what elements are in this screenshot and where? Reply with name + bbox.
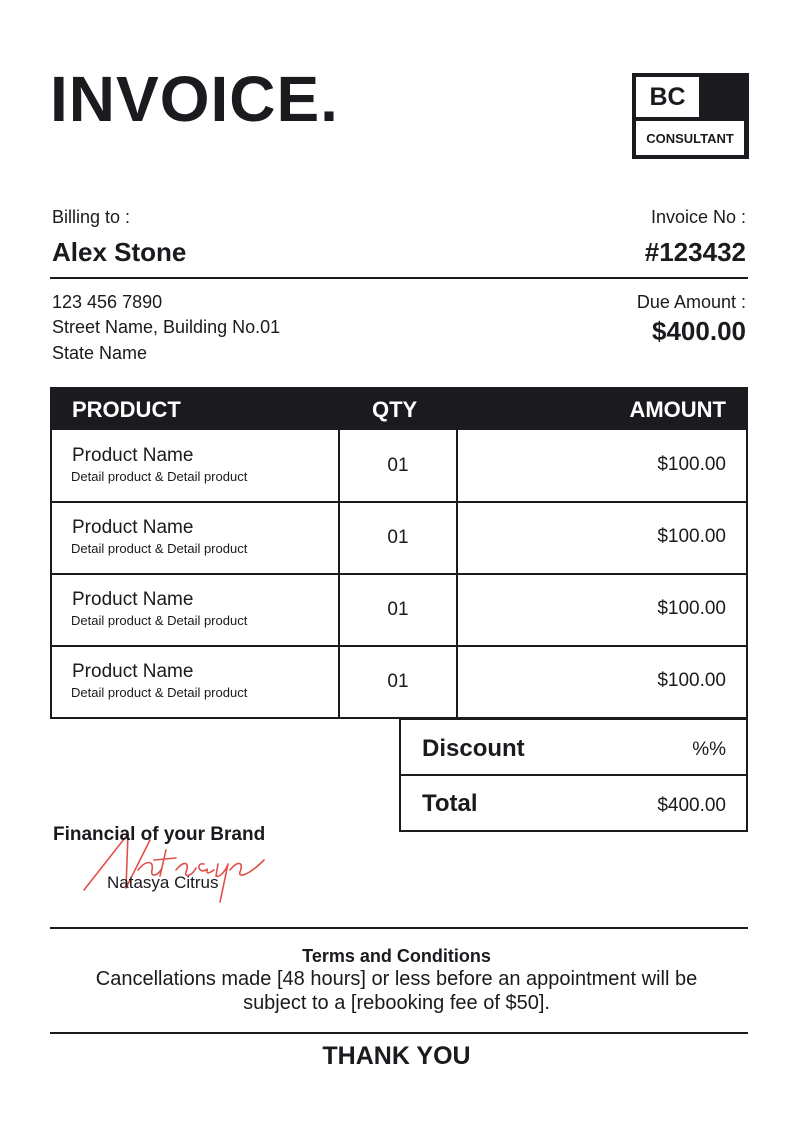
page-title: INVOICE. bbox=[50, 63, 339, 135]
billing-name: Alex Stone bbox=[52, 237, 187, 267]
discount-value: %% bbox=[692, 739, 726, 760]
signature-tagline: Financial of your Brand bbox=[53, 824, 266, 845]
product-detail: Detail product & Detail product bbox=[71, 469, 248, 484]
product-name: Product Name bbox=[72, 445, 194, 466]
amount-cell: $100.00 bbox=[657, 526, 726, 547]
logo-initials: BC bbox=[636, 77, 702, 117]
divider bbox=[50, 1032, 748, 1034]
amount-cell: $100.00 bbox=[657, 598, 726, 619]
qty-cell: 01 bbox=[340, 430, 458, 501]
table-header: PRODUCT QTY AMOUNT bbox=[50, 387, 748, 430]
amount-cell: $100.00 bbox=[657, 670, 726, 691]
header-amount: AMOUNT bbox=[629, 397, 726, 422]
header-qty: QTY bbox=[372, 397, 418, 422]
signature-drawing bbox=[83, 833, 265, 903]
brand-logo: BC CONSULTANT bbox=[632, 73, 749, 159]
logo-subtitle: CONSULTANT bbox=[636, 121, 744, 155]
total-row: Total $400.00 bbox=[399, 774, 748, 832]
product-cell: Product Name Detail product & Detail prod… bbox=[52, 430, 340, 501]
divider bbox=[50, 277, 748, 279]
header-product: PRODUCT bbox=[72, 397, 181, 422]
table-row: Product Name Detail product & Detail prod… bbox=[50, 430, 748, 503]
signer-name: Natasya Citrus bbox=[107, 873, 219, 892]
product-cell: Product Name Detail product & Detail prod… bbox=[52, 502, 340, 573]
qty-cell: 01 bbox=[340, 574, 458, 645]
billing-address: Street Name, Building No.01 bbox=[52, 317, 281, 337]
invoice-no-label: Invoice No : bbox=[650, 207, 746, 227]
discount-row: Discount %% bbox=[399, 718, 748, 776]
product-detail: Detail product & Detail product bbox=[71, 613, 248, 628]
qty-cell: 01 bbox=[340, 646, 458, 717]
qty-cell: 01 bbox=[340, 502, 458, 573]
billing-label: Billing to : bbox=[52, 207, 131, 227]
due-amount-label: Due Amount : bbox=[636, 292, 746, 312]
divider bbox=[50, 927, 748, 929]
product-name: Product Name bbox=[72, 517, 194, 538]
amount-cell: $100.00 bbox=[657, 454, 726, 475]
table-row: Product Name Detail product & Detail prod… bbox=[50, 502, 748, 575]
invoice-number: #123432 bbox=[644, 237, 746, 267]
product-cell: Product Name Detail product & Detail prod… bbox=[52, 574, 340, 645]
total-label: Total bbox=[422, 790, 478, 817]
terms-line-2: subject to a [rebooking fee of $50]. bbox=[243, 992, 550, 1014]
terms-line-1: Cancellations made [48 hours] or less be… bbox=[95, 968, 698, 990]
thank-you: THANK YOU bbox=[322, 1042, 471, 1070]
table-row: Product Name Detail product & Detail prod… bbox=[50, 574, 748, 647]
billing-state: State Name bbox=[52, 343, 148, 363]
billing-phone: 123 456 7890 bbox=[52, 292, 163, 312]
product-name: Product Name bbox=[72, 661, 194, 682]
product-name: Product Name bbox=[72, 589, 194, 610]
discount-label: Discount bbox=[422, 735, 525, 762]
table-row: Product Name Detail product & Detail prod… bbox=[50, 646, 748, 719]
terms-title: Terms and Conditions bbox=[302, 946, 491, 966]
product-detail: Detail product & Detail product bbox=[71, 541, 248, 556]
total-value: $400.00 bbox=[657, 795, 726, 816]
product-detail: Detail product & Detail product bbox=[71, 685, 248, 700]
product-cell: Product Name Detail product & Detail prod… bbox=[52, 646, 340, 717]
due-amount: $400.00 bbox=[652, 316, 746, 346]
